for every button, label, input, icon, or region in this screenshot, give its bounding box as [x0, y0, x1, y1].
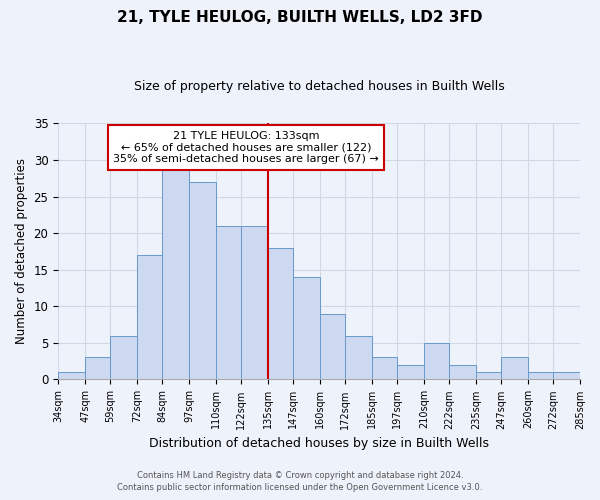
Bar [216, 226, 241, 380]
Bar [241, 226, 268, 380]
Text: Contains HM Land Registry data © Crown copyright and database right 2024.
Contai: Contains HM Land Registry data © Crown c… [118, 471, 482, 492]
Bar [345, 336, 372, 380]
Bar [162, 167, 189, 380]
Bar [137, 255, 162, 380]
Bar [320, 314, 345, 380]
Bar [397, 365, 424, 380]
Bar [189, 182, 216, 380]
Bar [528, 372, 553, 380]
Bar [58, 372, 85, 380]
Bar [553, 372, 580, 380]
X-axis label: Distribution of detached houses by size in Builth Wells: Distribution of detached houses by size … [149, 437, 489, 450]
Bar [424, 343, 449, 380]
Bar [85, 358, 110, 380]
Text: 21, TYLE HEULOG, BUILTH WELLS, LD2 3FD: 21, TYLE HEULOG, BUILTH WELLS, LD2 3FD [117, 10, 483, 25]
Title: Size of property relative to detached houses in Builth Wells: Size of property relative to detached ho… [134, 80, 505, 93]
Bar [449, 365, 476, 380]
Text: 21 TYLE HEULOG: 133sqm
← 65% of detached houses are smaller (122)
35% of semi-de: 21 TYLE HEULOG: 133sqm ← 65% of detached… [113, 131, 379, 164]
Bar [268, 248, 293, 380]
Bar [293, 277, 320, 380]
Y-axis label: Number of detached properties: Number of detached properties [15, 158, 28, 344]
Bar [501, 358, 528, 380]
Bar [110, 336, 137, 380]
Bar [372, 358, 397, 380]
Bar [476, 372, 501, 380]
